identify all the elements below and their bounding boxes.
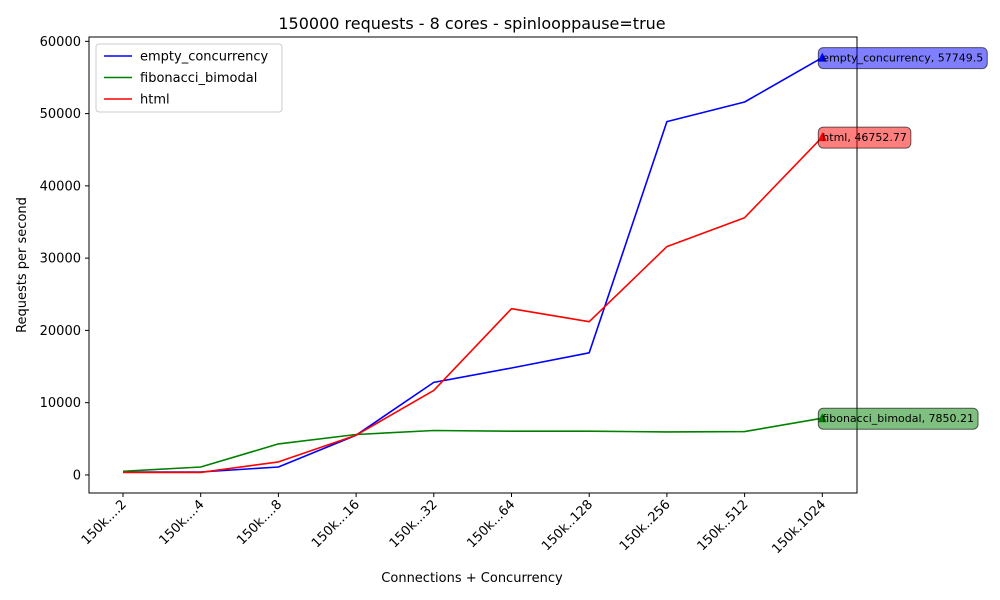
y-tick-label: 50000 bbox=[40, 107, 81, 122]
y-tick-label: 10000 bbox=[40, 396, 81, 411]
x-axis-label: Connections + Concurrency bbox=[381, 571, 563, 586]
annotations: empty_concurrency, 57749.5 fibonacci_bimo… bbox=[817, 47, 988, 430]
legend-label: fibonacci_bimodal bbox=[140, 71, 257, 86]
y-tick-label: 0 bbox=[73, 468, 81, 483]
annotation-label: html, 46752.77 bbox=[822, 131, 907, 144]
legend-label: empty_concurrency bbox=[140, 50, 268, 65]
annotation-box bbox=[817, 47, 988, 70]
y-tick-label: 20000 bbox=[40, 324, 81, 339]
series-layer bbox=[122, 52, 827, 474]
series-line-html bbox=[123, 136, 823, 474]
plot-frame bbox=[88, 36, 858, 494]
series-line-empty-concurrency bbox=[123, 56, 823, 473]
annotation-box bbox=[817, 126, 912, 149]
annotation-box bbox=[817, 407, 979, 430]
legend-box bbox=[95, 43, 283, 113]
chart-title: 150000 requests - 8 cores - spinlooppaus… bbox=[278, 14, 665, 33]
y-tick-label: 60000 bbox=[40, 35, 81, 50]
y-tick-label: 40000 bbox=[40, 179, 81, 194]
annotation-empty-concurrency: empty_concurrency, 57749.5 bbox=[817, 47, 988, 70]
legend-label: html bbox=[140, 93, 170, 108]
annotation-label: fibonacci_bimodal, 7850.21 bbox=[822, 412, 974, 425]
series-line-fibonacci-bimodal bbox=[122, 417, 823, 473]
annotation-html: html, 46752.77 bbox=[817, 126, 912, 149]
y-tick-label: 30000 bbox=[40, 252, 81, 267]
annotation-fibonacci-bimodal: fibonacci_bimodal, 7850.21 bbox=[817, 407, 979, 430]
annotation-label: empty_concurrency, 57749.5 bbox=[822, 52, 983, 65]
y-axis-label: Requests per second bbox=[15, 197, 30, 333]
